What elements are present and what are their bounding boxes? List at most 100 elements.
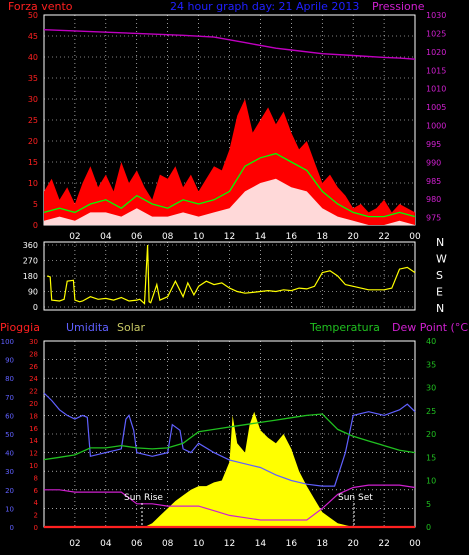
time-tick-label: 16 (286, 539, 298, 549)
temperature-tick-label: 0 (426, 523, 431, 532)
compass-label: S (436, 269, 443, 282)
wind-tick-label: 40 (28, 53, 38, 62)
humidity-tick-label: 70 (5, 394, 14, 402)
wind-min-area (44, 178, 415, 225)
wind-tick-label: 45 (28, 32, 38, 41)
wind-tick-label: 15 (28, 158, 38, 167)
dewpoint-axis-title: Dew Point (°C) (392, 321, 469, 334)
rain-tick-label: 12 (29, 450, 38, 458)
time-tick-label: 06 (131, 539, 143, 549)
pressure-tick-label: 995 (426, 140, 441, 149)
rain-tick-label: 30 (29, 338, 38, 346)
time-tick-label: 08 (162, 539, 174, 549)
direction-tick-label: 360 (23, 241, 38, 250)
direction-marks (46, 244, 416, 305)
rain-tick-label: 4 (34, 499, 39, 507)
pressure-axis-title: Pressione (372, 0, 425, 13)
direction-y-axis: 0 90 180 270 360 (23, 241, 38, 312)
humidity-tick-label: 50 (5, 431, 14, 439)
time-tick-label: 10 (193, 232, 205, 242)
time-tick-label: 14 (255, 232, 267, 242)
time-tick-label: 02 (69, 232, 80, 242)
humidity-y-axis: 0 10 20 30 40 50 60 70 80 90 100 (1, 338, 14, 532)
rain-tick-label: 6 (34, 487, 39, 495)
pressure-y-axis: 975 980 985 990 995 1000 1005 1010 1015 1020 1025 1… (426, 11, 446, 223)
climate-marks (43, 392, 416, 529)
temperature-tick-label: 25 (426, 407, 436, 416)
humidity-tick-label: 100 (1, 338, 14, 346)
rain-tick-label: 16 (29, 425, 38, 433)
time-tick-label: 12 (224, 539, 235, 549)
time-tick-label: 14 (255, 539, 267, 549)
humidity-tick-label: 90 (5, 357, 14, 365)
pressure-tick-label: 980 (426, 195, 441, 204)
humidity-tick-label: 10 (5, 505, 14, 513)
time-tick-label: 20 (347, 232, 359, 242)
compass-label: E (436, 286, 443, 299)
time-tick-label: 08 (162, 232, 174, 242)
sunset-label: Sun Set (338, 493, 373, 503)
wind-tick-label: 10 (28, 179, 38, 188)
compass-label: N (436, 302, 444, 315)
rain-tick-label: 26 (29, 363, 38, 371)
compass-label: N (436, 236, 444, 249)
pressure-tick-label: 1005 (426, 103, 446, 112)
pressure-tick-label: 1010 (426, 85, 446, 94)
wind-tick-label: 5 (33, 200, 38, 209)
pressure-tick-label: 1020 (426, 48, 446, 57)
solar-axis-title: Solar (117, 321, 146, 334)
time-tick-label: 18 (317, 232, 329, 242)
rain-tick-label: 22 (29, 388, 38, 396)
wind-average-line (43, 152, 416, 218)
temperature-tick-label: 10 (426, 477, 436, 486)
time-tick-label: 00 (409, 539, 421, 549)
humidity-tick-label: 0 (10, 524, 14, 532)
rain-axis-title: Pioggia (0, 321, 40, 334)
direction-tick-label: 180 (23, 272, 38, 281)
temperature-axis-title: Temperatura (309, 321, 380, 334)
humidity-tick-label: 30 (5, 468, 14, 476)
compass-label: W (436, 253, 447, 266)
temperature-line (43, 413, 416, 461)
rain-tick-label: 14 (29, 437, 38, 445)
humidity-tick-label: 60 (5, 412, 14, 420)
time-tick-label: 12 (224, 232, 235, 242)
rain-tick-label: 10 (29, 462, 38, 470)
temperature-tick-label: 15 (426, 453, 436, 462)
rain-tick-label: 28 (29, 350, 38, 358)
pressure-tick-label: 1015 (426, 66, 446, 75)
wind-direction-frame (43, 241, 416, 311)
wind-y-axis: 0 5 10 15 20 25 30 35 40 45 50 (28, 11, 38, 230)
pressure-tick-label: 1025 (426, 29, 446, 38)
humidity-tick-label: 80 (5, 375, 14, 383)
time-tick-label: 20 (347, 539, 359, 549)
time-tick-label: 16 (286, 232, 298, 242)
time-tick-label: 18 (317, 539, 329, 549)
rain-tick-label: 24 (29, 375, 38, 383)
wind-tick-label: 25 (28, 116, 38, 125)
rain-tick-label: 18 (29, 412, 38, 420)
direction-tick-label: 0 (33, 303, 38, 312)
time-tick-label: 06 (131, 232, 143, 242)
temperature-y-axis: 0 5 10 15 20 25 30 35 40 (426, 337, 436, 532)
temperature-tick-label: 20 (426, 430, 436, 439)
wind-tick-label: 35 (28, 74, 38, 83)
pressure-tick-label: 985 (426, 177, 441, 186)
time-tick-label: 10 (193, 539, 205, 549)
time-tick-label: 22 (378, 232, 389, 242)
time-tick-label: 02 (69, 539, 80, 549)
pressure-line (43, 29, 416, 60)
humidity-tick-label: 40 (5, 450, 14, 458)
solar-area (144, 411, 354, 527)
climate-x-axis: 02 04 06 08 10 12 14 16 18 20 22 00 (69, 539, 421, 549)
time-tick-label: 04 (100, 232, 112, 242)
temperature-tick-label: 35 (426, 360, 436, 369)
temperature-tick-label: 5 (426, 500, 431, 509)
pressure-tick-label: 1030 (426, 11, 446, 20)
time-tick-label: 04 (100, 539, 112, 549)
time-tick-label: 22 (378, 539, 389, 549)
wind-x-axis: 02 04 06 08 10 12 14 16 18 20 22 00 (69, 232, 421, 242)
